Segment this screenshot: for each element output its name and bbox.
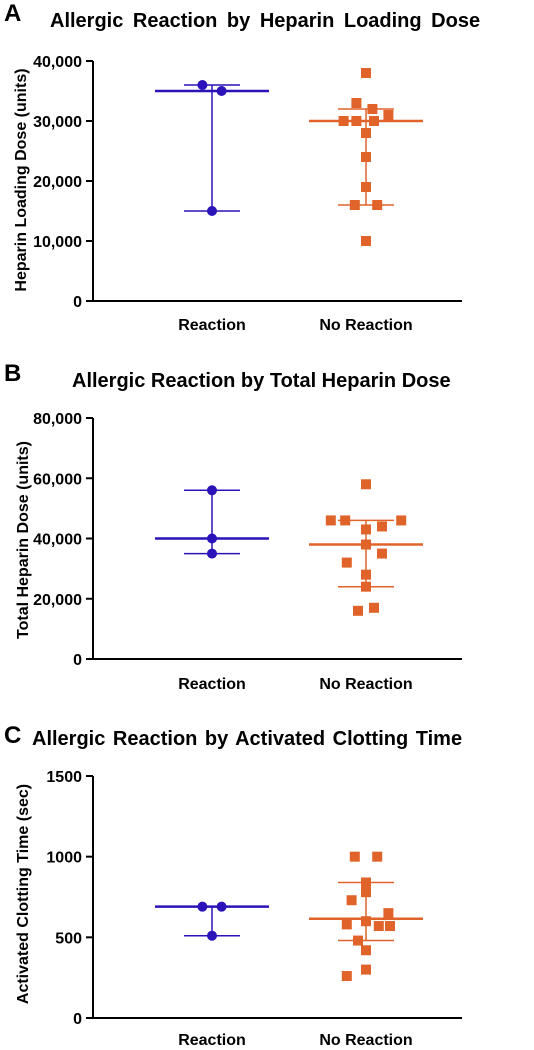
panel-letter-c: C xyxy=(4,722,22,749)
data-point xyxy=(325,515,336,526)
data-point xyxy=(207,533,217,544)
data-point xyxy=(361,877,371,888)
data-point xyxy=(349,200,360,210)
data-point xyxy=(383,908,394,919)
y-tick-label: 500 xyxy=(55,930,82,947)
data-point xyxy=(377,521,387,532)
data-point xyxy=(353,935,363,946)
x-tick-label: Reaction xyxy=(178,676,246,693)
data-point xyxy=(372,851,383,862)
panel-b: B Allergic Reaction by Total Heparin Dos… xyxy=(0,356,534,702)
plot-a: 0 10,000 20,000 30,000 40,000 Reaction No Reac… xyxy=(33,54,462,334)
panel-a: A Allergic Reaction by Heparin Loading D… xyxy=(0,0,534,350)
data-point xyxy=(341,557,352,568)
data-point xyxy=(396,515,407,526)
data-point xyxy=(361,524,371,535)
y-tick-label: 0 xyxy=(73,1011,82,1028)
data-point xyxy=(351,116,362,126)
data-point xyxy=(361,182,371,192)
data-point xyxy=(361,581,371,592)
data-point xyxy=(351,98,362,108)
data-point xyxy=(340,515,351,526)
data-point xyxy=(197,901,208,912)
panel-letter-b: B xyxy=(4,360,22,387)
data-point xyxy=(361,128,371,138)
y-tick-label: 40,000 xyxy=(33,532,82,549)
y-tick-label: 0 xyxy=(73,652,82,669)
data-point xyxy=(361,479,371,490)
data-point xyxy=(353,605,363,616)
data-point xyxy=(361,887,371,898)
x-tick-label: Reaction xyxy=(178,1032,246,1049)
data-point xyxy=(216,86,227,96)
data-point xyxy=(361,945,371,956)
data-point xyxy=(369,116,379,126)
data-point xyxy=(341,919,352,930)
x-tick-label: No Reaction xyxy=(319,1032,412,1049)
chart-title-c: Allergic Reaction by Activated Clotting … xyxy=(32,728,463,750)
data-point xyxy=(361,152,371,162)
panel-letter-a: A xyxy=(4,0,22,27)
data-point xyxy=(369,602,379,613)
data-point xyxy=(377,548,387,559)
data-point xyxy=(361,569,371,580)
data-point xyxy=(207,930,217,941)
x-tick-label: No Reaction xyxy=(319,676,412,693)
y-tick-label: 1000 xyxy=(46,850,82,867)
chart-title-b: Allergic Reaction by Total Heparin Dose xyxy=(72,370,451,392)
data-point xyxy=(207,485,217,496)
data-point xyxy=(349,851,360,862)
chart-title-a: Allergic Reaction by Heparin Loading Dos… xyxy=(50,10,481,32)
x-tick-label: Reaction xyxy=(178,317,246,334)
data-point xyxy=(197,80,208,90)
y-tick-label: 30,000 xyxy=(33,114,82,131)
data-point xyxy=(207,548,217,559)
data-point xyxy=(373,921,384,932)
y-tick-label: 80,000 xyxy=(33,411,82,428)
x-tick-label: No Reaction xyxy=(319,317,412,334)
y-tick-label: 20,000 xyxy=(33,592,82,609)
data-point xyxy=(216,901,227,912)
data-point xyxy=(367,104,378,114)
data-point xyxy=(338,116,349,126)
panel-c: C Allergic Reaction by Activated Clottin… xyxy=(0,714,534,1050)
data-point xyxy=(361,916,371,927)
y-tick-label: 0 xyxy=(73,294,82,311)
y-tick-label: 40,000 xyxy=(33,54,82,71)
data-point xyxy=(383,110,394,120)
y-tick-label: 60,000 xyxy=(33,471,82,488)
y-tick-label: 10,000 xyxy=(33,234,82,251)
data-point xyxy=(361,964,371,975)
plot-c: 0 500 1000 1500 Reaction No Reaction xyxy=(46,769,462,1049)
data-point xyxy=(207,206,217,216)
data-point xyxy=(361,68,371,78)
y-tick-label: 20,000 xyxy=(33,174,82,191)
data-point xyxy=(341,971,352,982)
plot-b: 0 20,000 40,000 60,000 80,000 Reaction No Reac… xyxy=(33,411,462,693)
data-point xyxy=(372,200,383,210)
data-point xyxy=(346,895,357,906)
data-point xyxy=(361,539,371,550)
y-tick-label: 1500 xyxy=(46,769,82,786)
data-point xyxy=(361,236,371,246)
data-point xyxy=(385,921,395,932)
